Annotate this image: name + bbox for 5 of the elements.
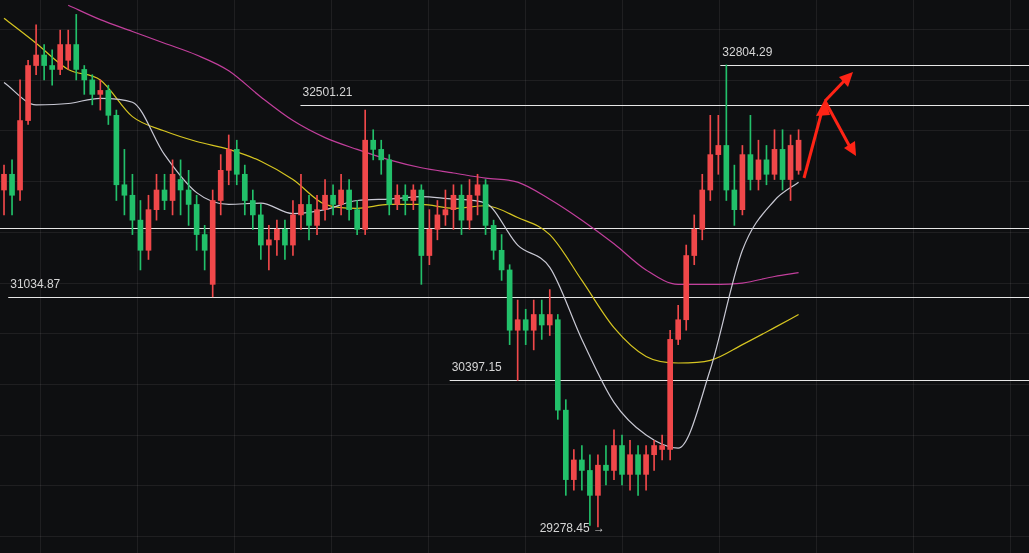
ref-line-label: 32804.29 (722, 44, 773, 59)
annotation: 29278.45 → (539, 520, 606, 535)
ref-line-label: 32501.21 (302, 84, 353, 99)
ref-line-label: 30397.15 (451, 359, 503, 374)
ref-line-label: 31034.87 (10, 276, 61, 291)
